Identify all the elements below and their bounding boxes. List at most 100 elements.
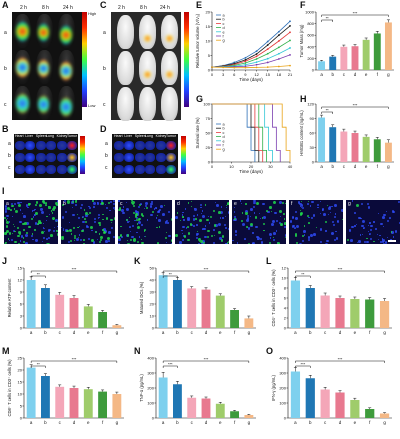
- x-tick-label: 30: [268, 164, 273, 169]
- bar: [173, 384, 182, 418]
- nucleus-dot: [299, 243, 303, 244]
- panel-label-m: M: [2, 346, 10, 356]
- nucleus-dot: [183, 216, 185, 219]
- nucleus-dot: [262, 202, 265, 206]
- nucleus-dot: [257, 237, 260, 240]
- nucleus-dot: [105, 240, 108, 243]
- signal-dot: [40, 231, 44, 235]
- nucleus-dot: [122, 206, 125, 208]
- signal-dot: [71, 201, 74, 204]
- nucleus-dot: [321, 208, 324, 211]
- nucleus-dot: [303, 234, 306, 236]
- nucleus-dot: [291, 216, 295, 219]
- x-tick-label: b: [331, 164, 334, 169]
- signal-dot: [198, 237, 201, 241]
- signal-dot: [16, 227, 19, 229]
- nucleus-dot: [127, 221, 129, 223]
- nucleus-dot: [225, 206, 227, 209]
- nucleus-dot: [194, 208, 198, 212]
- nucleus-dot: [253, 206, 256, 209]
- x-tick-label: 0: [211, 164, 214, 169]
- nucleus-dot: [272, 239, 276, 242]
- nucleus-dot: [104, 203, 106, 206]
- nucleus-dot: [379, 234, 381, 237]
- y-tick-label: 200: [147, 386, 154, 391]
- nucleus-dot: [8, 221, 11, 223]
- nucleus-dot: [67, 240, 71, 244]
- signal-dot: [23, 240, 26, 243]
- nucleus-dot: [253, 201, 256, 204]
- nucleus-dot: [118, 200, 121, 203]
- x-tick-label: 0: [211, 72, 214, 77]
- nucleus-dot: [367, 203, 370, 206]
- nucleus-dot: [61, 226, 63, 228]
- x-tick-label: c: [343, 72, 346, 77]
- signal-dot: [6, 220, 9, 224]
- bar: [350, 400, 360, 418]
- panel-label-c: C: [100, 0, 107, 10]
- significance-bracket: [295, 360, 385, 363]
- organ-row-label: c: [8, 165, 11, 171]
- x-tick-label: c: [324, 330, 327, 335]
- nucleus-dot: [307, 239, 310, 242]
- signal-dot: [22, 222, 25, 225]
- y-tick-label: 20: [206, 10, 211, 15]
- significance-marker: ***: [72, 267, 77, 272]
- nucleus-dot: [252, 243, 254, 244]
- significance-marker: **: [326, 108, 330, 113]
- nucleus-dot: [121, 236, 124, 239]
- signal-dot: [272, 201, 276, 205]
- organ-row-label: a: [105, 141, 108, 147]
- data-point: [289, 54, 291, 56]
- survival-curve: [212, 103, 256, 162]
- signal-dot: [187, 238, 190, 242]
- signal-dot: [50, 234, 54, 238]
- nucleus-dot: [361, 224, 364, 228]
- signal-dot: [50, 210, 53, 212]
- nucleus-dot: [143, 207, 145, 209]
- y-tick-label: 100: [147, 401, 154, 406]
- bar: [379, 413, 390, 418]
- significance-bracket: [162, 360, 250, 363]
- nucleus-dot: [204, 235, 207, 239]
- y-tick-label: 60: [310, 131, 315, 136]
- nucleus-dot: [108, 240, 110, 242]
- nucleus-dot: [48, 230, 51, 233]
- organ-image: [15, 141, 25, 150]
- signal-dot: [283, 217, 286, 220]
- data-point: [289, 39, 291, 42]
- y-tick-label: 50: [206, 131, 211, 136]
- organ-image: [155, 153, 166, 162]
- y-tick-label: 400: [279, 356, 286, 361]
- signal-dot: [52, 206, 56, 209]
- signal-dot: [36, 223, 39, 225]
- x-tick-label: d: [354, 72, 357, 77]
- signal-dot: [244, 203, 247, 205]
- signal-dot: [55, 201, 58, 205]
- x-tick-label: c: [191, 420, 194, 425]
- x-tick-label: f: [102, 330, 104, 335]
- fluorescence-signal: [60, 26, 72, 44]
- nucleus-dot: [225, 243, 227, 244]
- fluorescence-signal: [16, 94, 29, 113]
- panel-label-i: I: [2, 186, 5, 196]
- signal-dot: [95, 230, 98, 233]
- nucleus-dot: [203, 227, 206, 230]
- organ-image: [134, 141, 145, 150]
- bar: [290, 280, 301, 328]
- nucleus-dot: [158, 219, 161, 222]
- signal-dot: [8, 232, 12, 235]
- mouse-image: [161, 51, 178, 85]
- y-tick-label: 10: [206, 39, 211, 44]
- data-point: [277, 52, 280, 55]
- data-point: [255, 53, 258, 55]
- nucleus-dot: [156, 210, 159, 213]
- signal-dot: [135, 212, 139, 216]
- signal-dot: [72, 227, 76, 230]
- signal-dot: [100, 236, 104, 240]
- signal-dot: [39, 221, 43, 225]
- tile-label: e: [234, 201, 237, 207]
- signal-dot: [105, 217, 109, 221]
- signal-dot: [77, 237, 80, 239]
